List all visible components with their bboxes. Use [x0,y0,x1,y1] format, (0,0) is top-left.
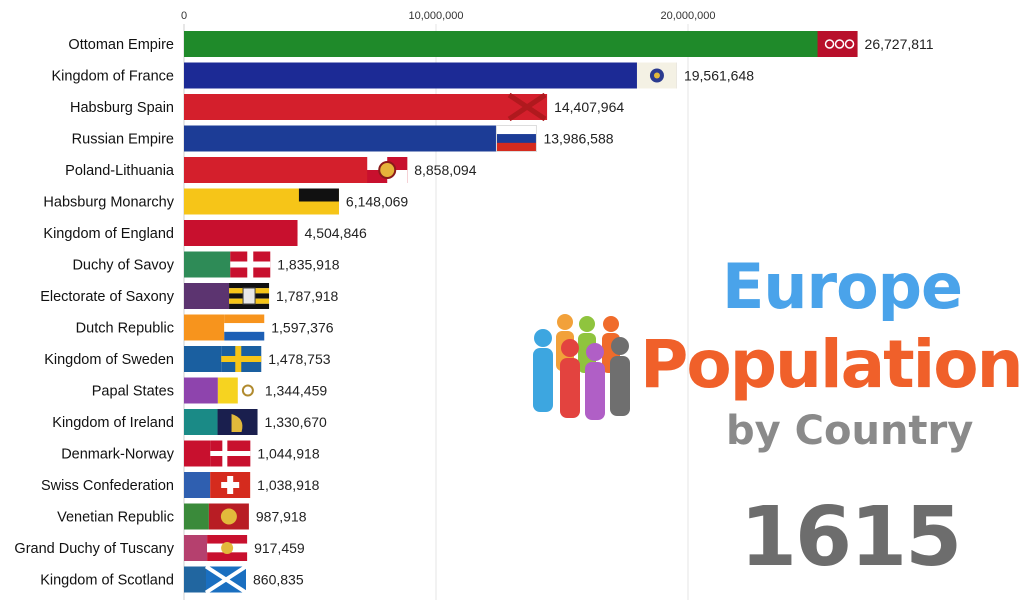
russia-flag-icon [495,125,537,152]
person-icon [610,337,630,416]
value-label: 917,459 [254,540,305,556]
category-label: Ottoman Empire [68,37,174,53]
value-label: 6,148,069 [346,194,408,210]
category-label: Denmark-Norway [61,447,175,463]
st-george-cross-flag-icon [257,220,298,246]
value-label: 1,344,459 [265,383,327,399]
value-label: 987,918 [256,509,307,525]
value-label: 1,787,918 [276,288,338,304]
bar [184,566,206,593]
person-icon [560,339,580,418]
saxony-flag-icon [229,283,270,309]
value-label: 13,986,588 [543,131,613,147]
bar [184,125,537,152]
category-label: Kingdom of Ireland [52,415,174,431]
savoy-flag-icon [230,251,271,278]
tuscany-flag-icon [207,535,248,561]
bar [184,346,222,372]
value-label: 19,561,648 [684,68,754,84]
poland-lithuania-flag-icon [367,157,408,183]
ireland-harp-flag-icon [217,409,258,435]
value-label: 860,835 [253,572,304,588]
category-label: Habsburg Monarchy [43,195,174,211]
value-label: 1,044,918 [257,446,319,462]
venice-flag-icon [208,503,249,530]
bar [184,535,208,561]
person-icon [533,329,553,412]
category-label: Grand Duchy of Tuscany [14,541,174,557]
bar [184,314,225,341]
bars-layer: Ottoman Empire 26,727,811 Kingdom of Franc… [14,31,934,595]
bar [184,472,211,498]
habsburg-flag-icon [298,188,339,215]
category-label: Kingdom of England [43,226,174,242]
category-label: Electorate of Saxony [40,289,175,305]
title-by-country: by Country [726,408,974,454]
bar [184,62,677,89]
bar [184,409,218,435]
bar [184,440,211,467]
category-label: Duchy of Savoy [72,258,174,274]
ottoman-flag-icon [817,31,858,57]
denmark-flag-icon [210,440,251,467]
category-label: Poland-Lithuania [65,163,175,179]
x-tick-label: 10,000,000 [408,10,463,22]
value-label: 1,330,670 [265,414,327,430]
bar [184,94,548,120]
category-label: Dutch Republic [76,321,174,337]
category-label: Papal States [92,384,174,400]
value-label: 1,038,918 [257,477,319,493]
category-label: Kingdom of Sweden [44,352,174,368]
sweden-flag-icon [221,346,262,372]
person-icon [585,343,605,420]
value-label: 1,478,753 [268,351,330,367]
value-label: 26,727,811 [865,36,934,52]
bar [184,503,209,530]
bar [184,377,218,404]
category-label: Russian Empire [72,132,174,148]
bar [184,251,231,278]
x-tick-label: 20,000,000 [660,10,715,22]
value-label: 14,407,964 [554,99,624,115]
tick-labels: 0 10,000,000 20,000,000 [181,10,716,22]
category-label: Habsburg Spain [70,100,174,116]
value-label: 1,835,918 [277,257,339,273]
category-label: Kingdom of France [51,69,174,85]
papal-flag-icon [217,377,258,404]
year-label: 1615 [740,490,962,585]
category-label: Kingdom of Scotland [40,573,174,589]
title-europe: Europe [722,250,963,323]
swiss-flag-icon [210,472,251,498]
bar [184,283,230,309]
france-royal-flag-icon [636,62,677,89]
value-label: 8,858,094 [414,162,476,178]
scotland-flag-icon [204,564,248,595]
x-tick-label: 0 [181,10,187,22]
title-population: Population [640,326,1024,403]
value-label: 1,597,376 [271,320,333,336]
category-label: Swiss Confederation [41,478,174,494]
people-group-icon [533,314,630,420]
category-label: Venetian Republic [57,510,174,526]
bar [184,31,858,57]
dutch-flag-icon [224,314,265,341]
value-label: 4,504,846 [305,225,367,241]
burgundy-cross-flag-icon [507,92,547,122]
